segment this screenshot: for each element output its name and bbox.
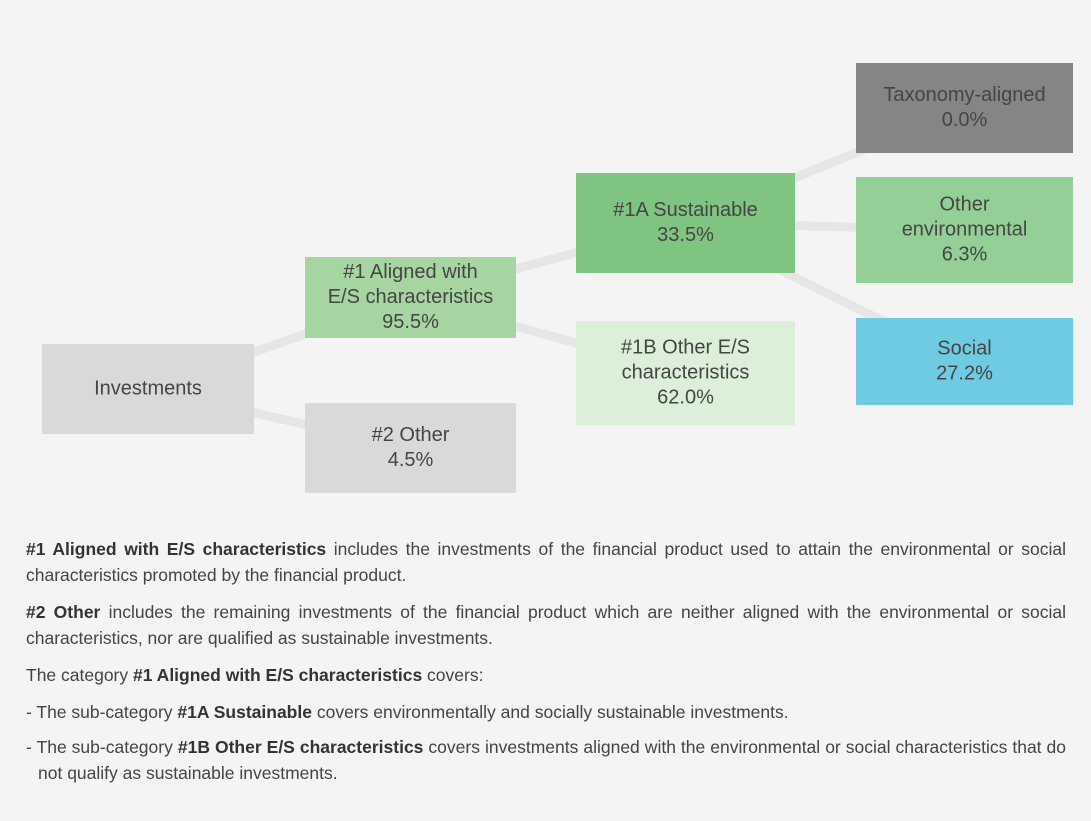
bold-text: #1 Aligned with E/S characteristics xyxy=(26,539,327,559)
node-label: 27.2% xyxy=(936,362,993,384)
text: covers: xyxy=(422,665,484,685)
node-label: #2 Other xyxy=(372,424,450,446)
node-label: #1A Sustainable xyxy=(613,199,758,221)
bold-text: #2 Other xyxy=(26,602,101,622)
text: - The sub-category xyxy=(26,737,178,757)
node-label: 62.0% xyxy=(657,386,714,408)
paragraph: #1 Aligned with E/S characteristics incl… xyxy=(26,536,1066,588)
node-label: 95.5% xyxy=(382,311,439,333)
node-label: #1 Aligned with xyxy=(343,261,478,283)
paragraph: The category #1 Aligned with E/S charact… xyxy=(26,662,1066,688)
bold-text: #1A Sustainable xyxy=(177,702,312,722)
node-box xyxy=(856,177,1073,283)
node: #1 Aligned with E/S characteristics 95.5% xyxy=(305,257,516,338)
paragraph: - The sub-category #1A Sustainable cover… xyxy=(26,699,1066,725)
node-label: #1B Other E/S xyxy=(621,336,750,358)
node: Taxonomy-aligned 0.0% xyxy=(856,63,1073,153)
bold-text: #1B Other E/S characteristics xyxy=(177,737,424,757)
node-label: 6.3% xyxy=(942,243,988,265)
paragraph: #2 Other includes the remaining investme… xyxy=(26,599,1066,651)
node-label: Social xyxy=(937,337,991,359)
node-box xyxy=(856,63,1073,153)
node-label: environmental xyxy=(902,218,1028,240)
node: #2 Other 4.5% xyxy=(305,403,516,493)
node-box xyxy=(42,344,254,434)
node-label: Taxonomy-aligned xyxy=(883,84,1045,106)
node-label: 4.5% xyxy=(388,449,434,471)
bold-text: #1 Aligned with E/S characteristics xyxy=(133,665,423,685)
text: - The sub-category xyxy=(26,702,178,722)
text: covers investments aligned with the envi… xyxy=(38,737,1067,783)
paragraph: - The sub-category #1B Other E/S charact… xyxy=(26,734,1066,786)
node-label: 33.5% xyxy=(657,224,714,246)
diagram: Investments #1 Aligned with E/S characteri… xyxy=(42,63,1073,493)
node-box xyxy=(305,403,516,493)
text: includes the investments of the financia… xyxy=(26,539,1066,585)
node-box xyxy=(856,318,1073,405)
node-box xyxy=(576,321,795,425)
node: Investments xyxy=(42,344,254,434)
node-label: 0.0% xyxy=(942,109,988,131)
text: The category xyxy=(26,665,133,685)
node: Social 27.2% xyxy=(856,318,1073,405)
text: includes the remaining investments of th… xyxy=(26,602,1066,648)
node-box xyxy=(576,173,795,273)
text: covers environmentally and socially sust… xyxy=(311,702,789,722)
node-label: E/S characteristics xyxy=(328,286,494,308)
explanations: #1 Aligned with E/S characteristics incl… xyxy=(26,536,1066,795)
node: #1B Other E/S characteristics 62.0% xyxy=(576,321,795,425)
node-box xyxy=(305,257,516,338)
node-label: Investments xyxy=(94,377,202,399)
node-label: Other xyxy=(939,193,989,215)
node-label: characteristics xyxy=(622,361,750,383)
node: Other environmental 6.3% xyxy=(856,177,1073,283)
node: #1A Sustainable 33.5% xyxy=(576,173,795,273)
